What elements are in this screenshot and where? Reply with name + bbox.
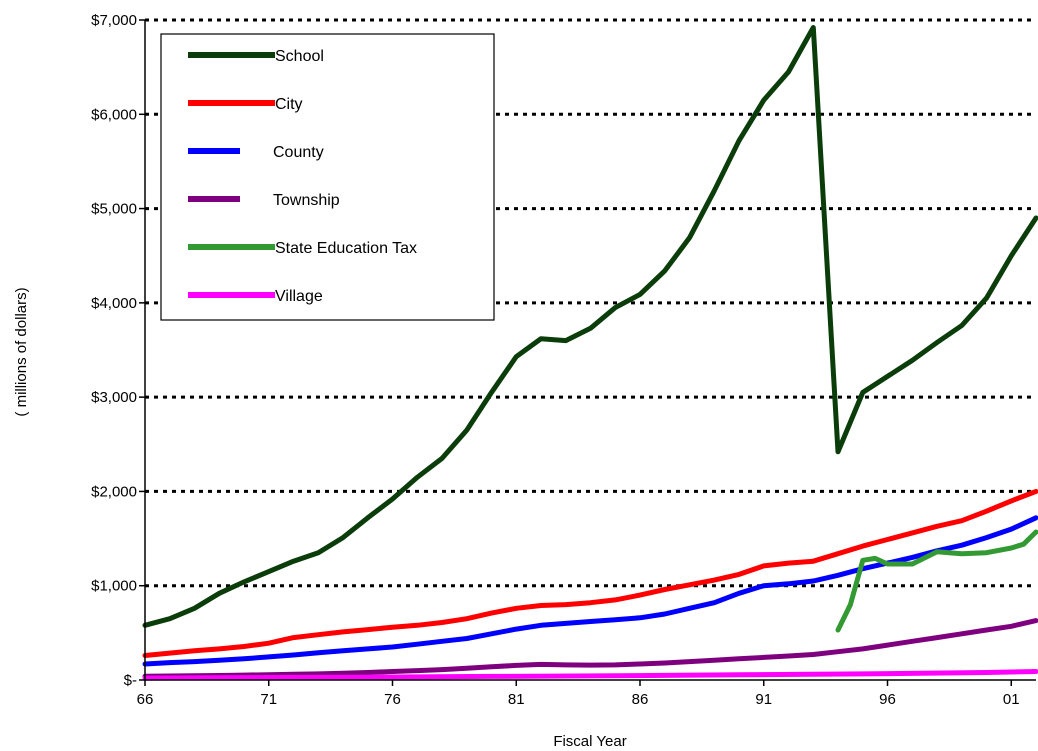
x-tick-label: 66 (137, 691, 154, 708)
y-tick-label: $6,000 (91, 106, 137, 123)
y-tick-label: $4,000 (91, 295, 137, 312)
y-tick-label: $7,000 (91, 12, 137, 29)
series-line-school (142, 25, 1038, 628)
y-tick-label: $3,000 (91, 389, 137, 406)
x-tick-label: 71 (260, 691, 277, 708)
axes (139, 19, 1036, 686)
series-line-state-education-tax (835, 529, 1038, 633)
x-tick-label: 91 (755, 691, 772, 708)
y-tick-label: $1,000 (91, 578, 137, 595)
y-axis-title: ( millions of dollars) (13, 287, 30, 416)
y-tick-label: $5,000 (91, 201, 137, 218)
legend-label: State Education Tax (275, 240, 417, 257)
x-tick-label: 81 (508, 691, 525, 708)
series-lines (142, 25, 1038, 681)
legend-label: City (275, 96, 303, 113)
legend-box (160, 33, 495, 321)
legend-label: Township (273, 192, 340, 209)
legend: School City County Township State Education … (160, 33, 495, 321)
series-line-village (142, 669, 1038, 681)
y-tick-label: $2,000 (91, 483, 137, 500)
x-tick-label: 76 (384, 691, 401, 708)
legend-label: School (275, 48, 324, 65)
x-axis-title: Fiscal Year (553, 733, 626, 750)
y-tick-label: $- (124, 672, 137, 689)
legend-label: Village (275, 288, 323, 305)
x-tick-label: 96 (879, 691, 896, 708)
legend-label: County (273, 144, 324, 161)
series-line-city (142, 488, 1038, 658)
series-line-township (142, 618, 1038, 679)
x-tick-label: 01 (1003, 691, 1020, 708)
x-tick-labels: 66 71 76 81 86 91 96 01 (137, 691, 1020, 708)
y-tick-labels: $- $1,000 $2,000 $3,000 $4,000 $5,000 $6,000 $7… (91, 12, 137, 689)
x-tick-label: 86 (632, 691, 649, 708)
